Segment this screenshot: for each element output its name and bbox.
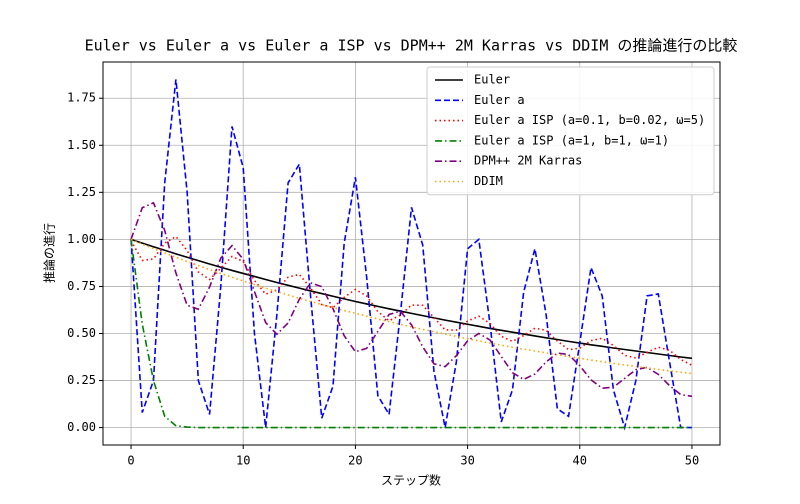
x-tick-label: 40: [573, 454, 587, 468]
y-tick-label: 1.25: [67, 185, 96, 199]
x-tick-label: 50: [685, 454, 699, 468]
x-tick-label: 10: [236, 454, 250, 468]
legend-label: DPM++ 2M Karras: [474, 154, 582, 168]
y-tick-label: 0.75: [67, 279, 96, 293]
legend-label: Euler a ISP (a=1, b=1, ω=1): [474, 133, 669, 147]
x-axis-label: ステップ数: [381, 473, 441, 488]
series-line: [130, 238, 693, 360]
legend-label: DDIM: [474, 174, 503, 188]
y-tick-label: 1.50: [67, 138, 96, 152]
plot-frame: [102, 61, 721, 446]
y-tick-label: 1.00: [67, 232, 96, 246]
legend-box: [426, 66, 715, 196]
series-line: [130, 238, 693, 375]
legend-label: Euler a ISP (a=0.1, b=0.02, ω=5): [474, 113, 705, 127]
legend: Euler Euler a Euler a ISP (a=0.1, b=0.02, …: [426, 66, 715, 196]
y-axis-label: 推論の進行: [42, 223, 57, 283]
series-line: [130, 235, 693, 366]
x-tick-label: 30: [460, 454, 474, 468]
x-tick-label: 20: [348, 454, 362, 468]
y-tick-label: 0.25: [67, 373, 96, 387]
series-line: [130, 239, 692, 429]
legend-label: Euler: [474, 73, 510, 87]
legend-label: Euler a: [474, 93, 525, 107]
y-tick-label: 0.00: [67, 420, 96, 434]
y-tick-label: 0.50: [67, 326, 96, 340]
series-line: [130, 201, 693, 398]
chart-title: Euler vs Euler a vs Euler a ISP vs DPM++…: [85, 37, 738, 55]
y-tick-label: 1.75: [67, 91, 96, 105]
series-line: [130, 79, 692, 431]
x-tick-label: 0: [127, 454, 134, 468]
